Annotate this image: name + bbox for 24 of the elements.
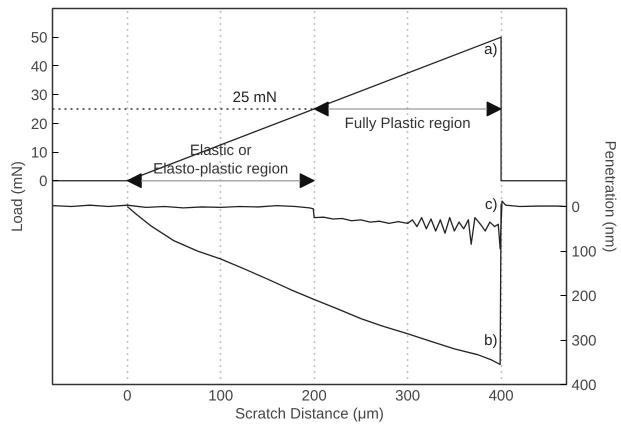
- y2-tick-label: 0: [572, 199, 580, 216]
- y2-tick-label: 100: [572, 244, 597, 261]
- x-tick-label: 200: [302, 388, 327, 404]
- y2-tick-label: 300: [572, 332, 597, 350]
- y-tick-label: 40: [30, 58, 48, 76]
- y-tick-label: 30: [30, 87, 48, 104]
- x-tick-label: 0: [123, 388, 132, 404]
- x-axis-title: Scratch Distance (μm): [235, 406, 384, 422]
- y-axis-title: Load (mN): [8, 161, 26, 232]
- x-tick-label: 300: [395, 388, 420, 404]
- y2-tick-label: 200: [572, 288, 597, 306]
- annotation: Fully Plastic region: [344, 114, 471, 132]
- x-tick-label: 100: [208, 388, 234, 404]
- annotation: c): [485, 196, 498, 213]
- y-tick-label: 50: [30, 30, 48, 47]
- annotation: a): [484, 41, 498, 58]
- y2-tick-label: 400: [572, 377, 597, 394]
- y-tick-label: 0: [39, 173, 48, 190]
- x-tick-label: 400: [488, 388, 514, 404]
- y-tick-label: 20: [30, 116, 48, 133]
- y2-axis-title: Penetration (nm): [602, 140, 619, 252]
- y-tick-label: 10: [30, 144, 48, 162]
- annotation: b): [484, 332, 498, 349]
- ref-line-label: 25 mN: [232, 88, 277, 106]
